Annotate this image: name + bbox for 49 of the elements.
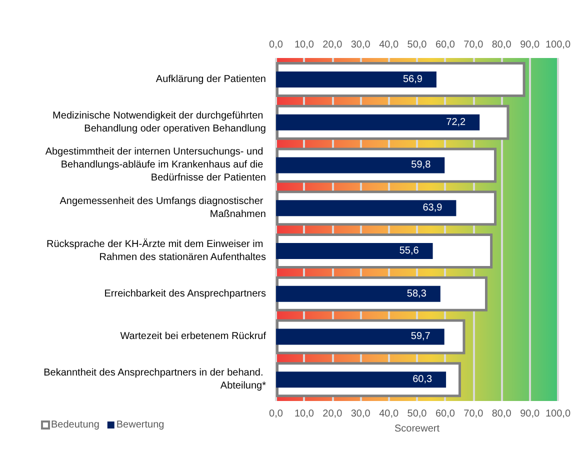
x-tick-label: 100,0	[545, 408, 571, 420]
x-tick-label: 90,0	[520, 408, 540, 420]
y-tick-label: Bekanntheit des Ansprechpartners in der behand. Abteilung*	[44, 368, 266, 392]
data-label: 55,6	[399, 245, 420, 256]
data-label: 56,9	[402, 74, 423, 85]
x2-tick-label: 80,0	[492, 40, 512, 50]
x-tick-label: 20,0	[322, 408, 343, 420]
bar	[276, 157, 445, 174]
x-tick-label: 60,0	[435, 408, 456, 420]
x-axis-title: Scorewert	[394, 423, 440, 434]
data-label: 60,3	[412, 374, 432, 386]
data-label: 63,9	[422, 202, 443, 214]
y-tick-label: Wartezeit bei erbetenem Rückruf	[120, 331, 266, 342]
y-tick-label: Rücksprache der KH-Ärzte mit dem Einweiser im Rahmen des stationären Aufenthaltes	[46, 238, 266, 263]
x-tick-label: 80,0	[492, 408, 512, 420]
x-tick-label: 70,0	[464, 408, 484, 420]
x-tick-label: 0,0	[269, 408, 284, 420]
bar	[276, 114, 480, 130]
bar	[276, 71, 436, 88]
y-tick-label: Abgestimmtheit der internen Untersuchungs- und Behandlungs-abläufe im Krankenhaus auf die Bedürfnisse der Patienten	[45, 146, 266, 184]
data-label: 72,2	[446, 116, 466, 128]
x-tick-label: 40,0	[379, 408, 399, 420]
bar	[276, 200, 456, 216]
legend-label: Bedeutung	[51, 420, 100, 430]
x-tick-label: 50,0	[407, 408, 428, 420]
x2-tick-label: 0,0	[269, 40, 284, 50]
bar	[276, 328, 444, 345]
y-tick-label: Erreichbarkeit des Ansprechpartners	[104, 288, 266, 300]
y-tick-label: Aufklärung der Patienten	[156, 74, 266, 85]
bar	[276, 372, 446, 388]
x2-tick-label: 30,0	[350, 40, 371, 50]
y-tick-label: Angemessenheit des Umfangs diagnostischer Maßnahmen	[60, 196, 266, 220]
x2-tick-label: 10,0	[294, 40, 314, 50]
data-label: 59,8	[411, 160, 432, 171]
bar	[276, 242, 433, 259]
bar	[276, 286, 440, 302]
x2-tick-label: 60,0	[435, 40, 456, 50]
x2-tick-label: 20,0	[322, 40, 343, 50]
x2-tick-label: 40,0	[379, 40, 399, 50]
x2-tick-label: 100,0	[545, 40, 571, 50]
legend-label: Bewertung	[116, 420, 164, 430]
x-tick-label: 30,0	[350, 408, 371, 420]
y-tick-label: Medizinische Notwendigkeit der durchgeführten Behandlung oder operativen Behandlung	[52, 110, 266, 134]
x2-tick-label: 50,0	[407, 40, 428, 50]
x-tick-label: 10,0	[294, 408, 314, 420]
data-label: 58,3	[406, 288, 427, 300]
x2-tick-label: 90,0	[520, 40, 540, 50]
data-label: 59,7	[410, 331, 431, 342]
x2-tick-label: 70,0	[464, 40, 484, 50]
